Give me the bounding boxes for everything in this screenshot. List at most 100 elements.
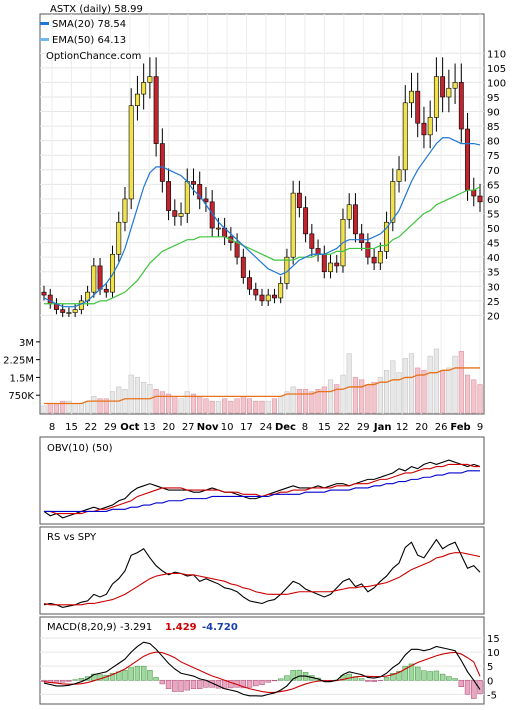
macd-legend-hist: -4.720 xyxy=(202,622,238,633)
date-tick-label: 9 xyxy=(477,422,483,433)
volume-bar xyxy=(54,404,59,413)
macd-histogram-bar xyxy=(465,680,470,694)
volume-bar xyxy=(297,389,302,413)
candle-up xyxy=(135,94,139,106)
volume-bar xyxy=(272,399,277,413)
candle-down xyxy=(459,82,463,129)
volume-bar xyxy=(48,404,53,413)
macd-histogram-bar xyxy=(66,680,71,681)
volume-bar xyxy=(291,387,296,413)
candle-down xyxy=(422,123,426,135)
volume-bar xyxy=(478,385,483,413)
volume-bar xyxy=(129,375,134,413)
date-tick-label: 13 xyxy=(143,422,156,433)
candle-down xyxy=(173,211,177,217)
legend-ticker: ASTX (daily) 58.99 xyxy=(50,4,143,15)
volume-bar xyxy=(222,399,227,413)
macd-histogram-bar xyxy=(415,667,420,680)
candle-down xyxy=(310,234,314,249)
date-tick-label: 10 xyxy=(221,422,234,433)
macd-histogram-bar xyxy=(247,680,252,687)
price-tick-label: 50 xyxy=(487,224,500,235)
macd-histogram-bar xyxy=(372,680,377,681)
candle-up xyxy=(403,103,407,170)
candle-up xyxy=(123,199,127,222)
macd-histogram-bar xyxy=(284,676,289,681)
price-tick-label: 70 xyxy=(487,166,500,177)
price-tick-label: 100 xyxy=(487,78,506,89)
price-tick-label: 105 xyxy=(487,64,506,75)
macd-histogram-bar xyxy=(459,680,464,686)
candle-down xyxy=(98,266,102,289)
macd-histogram-bar xyxy=(266,680,271,682)
volume-bar xyxy=(204,399,209,413)
macd-histogram-bar xyxy=(79,678,84,680)
candle-up xyxy=(397,170,401,182)
volume-tick-label: 3M xyxy=(19,338,34,349)
candle-up xyxy=(428,117,432,134)
date-tick-label: 8 xyxy=(302,422,308,433)
legend-ema: EMA(50) 64.13 xyxy=(52,35,126,46)
candle-down xyxy=(335,263,339,266)
candle-up xyxy=(73,310,77,313)
macd-legend-label: MACD(8,20,9) xyxy=(47,622,117,633)
candle-down xyxy=(204,199,208,202)
volume-tick-label: 2.25M xyxy=(3,356,34,367)
candle-up xyxy=(328,263,332,272)
macd-histogram-bar xyxy=(147,670,152,680)
date-tick-label: Feb xyxy=(450,422,470,433)
macd-histogram-bar xyxy=(359,679,364,681)
price-tick-label: 60 xyxy=(487,195,500,206)
macd-histogram-bar xyxy=(129,668,134,681)
macd-histogram-bar xyxy=(434,671,439,680)
volume-bar xyxy=(322,387,327,413)
legend-ema-swatch xyxy=(40,38,49,41)
volume-bar xyxy=(241,396,246,413)
date-tick-label: Dec xyxy=(275,422,296,433)
macd-histogram-bar xyxy=(260,680,265,685)
candle-down xyxy=(360,234,364,243)
legend-sma-swatch xyxy=(40,22,49,25)
volume-bar xyxy=(303,389,308,413)
volume-bar xyxy=(422,370,427,413)
candle-down xyxy=(465,129,469,190)
volume-bar xyxy=(235,399,240,413)
date-tick-label: 22 xyxy=(85,422,98,433)
macd-histogram-bar xyxy=(154,677,159,680)
macd-histogram-bar xyxy=(272,680,277,681)
date-tick-label: 29 xyxy=(357,422,370,433)
volume-bar xyxy=(440,370,445,413)
candle-down xyxy=(191,181,195,184)
candle-down xyxy=(440,77,444,97)
candle-down xyxy=(303,208,307,234)
macd-tick-label: 5 xyxy=(487,662,493,673)
macd-histogram-bar xyxy=(191,680,196,688)
price-tick-label: 95 xyxy=(487,93,500,104)
volume-bar xyxy=(434,349,439,413)
volume-bar xyxy=(359,380,364,413)
volume-bar xyxy=(353,377,358,413)
candle-up xyxy=(185,181,189,213)
candle-up xyxy=(117,222,121,254)
volume-bar xyxy=(229,401,234,413)
macd-histogram-bar xyxy=(428,672,433,681)
macd-histogram-bar xyxy=(253,680,258,686)
rs-legend: RS vs SPY xyxy=(47,532,97,543)
volume-tick-label: 1.5M xyxy=(9,373,34,384)
obv-legend: OBV(10) (50) xyxy=(47,443,113,454)
candle-down xyxy=(416,91,420,123)
candle-up xyxy=(92,266,96,292)
volume-bar xyxy=(141,382,146,413)
volume-bar xyxy=(253,401,258,413)
candle-up xyxy=(279,283,283,298)
volume-bar xyxy=(210,401,215,413)
volume-bar xyxy=(403,358,408,413)
candle-down xyxy=(61,310,65,313)
date-tick-label: 22 xyxy=(337,422,350,433)
candle-up xyxy=(110,254,114,292)
macd-histogram-bar xyxy=(141,666,146,680)
price-tick-label: 65 xyxy=(487,180,500,191)
date-tick-label: Nov xyxy=(197,422,219,433)
volume-bar xyxy=(123,389,128,413)
candle-up xyxy=(216,228,220,229)
